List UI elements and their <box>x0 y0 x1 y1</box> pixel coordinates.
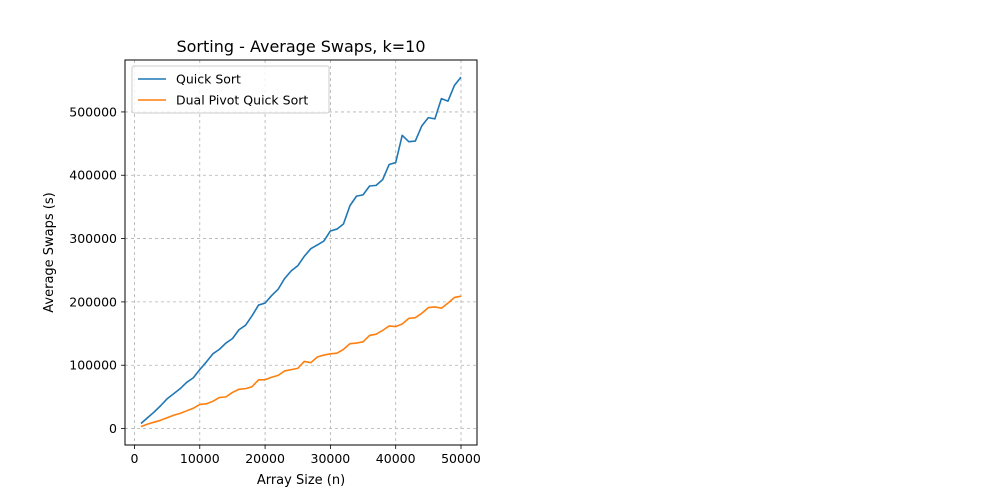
y-tick-label: 400000 <box>69 168 117 183</box>
legend-label-quick-sort: Quick Sort <box>176 72 241 87</box>
chart-title: Sorting - Average Swaps, k=10 <box>176 37 425 56</box>
y-tick-label: 500000 <box>69 104 117 119</box>
axis-ticks: 0 10000 20000 30000 40000 5000001000002000003… <box>69 104 481 466</box>
x-tick-label: 50000 <box>441 451 481 466</box>
x-tick-label: 10000 <box>180 451 220 466</box>
grid <box>125 60 477 445</box>
y-tick-label: 100000 <box>69 358 117 373</box>
series-line-quick-sort <box>140 76 462 425</box>
x-tick-label: 20000 <box>245 451 285 466</box>
y-tick-label: 300000 <box>69 231 117 246</box>
legend-label-dual-pivot-quick-sort: Dual Pivot Quick Sort <box>176 93 308 108</box>
series-line-dual-pivot-quick-sort <box>140 295 462 428</box>
x-tick-label: 0 <box>130 451 138 466</box>
y-tick-label: 0 <box>109 421 117 436</box>
x-tick-label: 40000 <box>376 451 416 466</box>
x-tick-label: 30000 <box>311 451 351 466</box>
y-axis-label: Average Swaps (s) <box>42 192 57 312</box>
x-axis-label: Array Size (n) <box>257 473 345 488</box>
legend: Quick Sort Dual Pivot Quick Sort <box>131 65 330 114</box>
series-lines <box>140 76 462 428</box>
plot-frame <box>124 59 478 446</box>
legend-box <box>131 65 330 114</box>
y-tick-label: 200000 <box>69 294 117 309</box>
